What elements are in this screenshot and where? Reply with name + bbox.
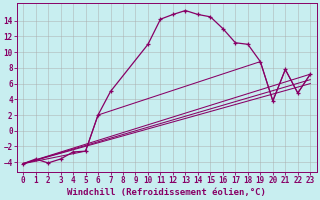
- X-axis label: Windchill (Refroidissement éolien,°C): Windchill (Refroidissement éolien,°C): [67, 188, 266, 197]
